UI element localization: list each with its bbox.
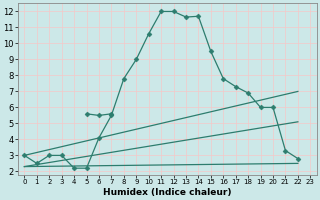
X-axis label: Humidex (Indice chaleur): Humidex (Indice chaleur) <box>103 188 232 197</box>
